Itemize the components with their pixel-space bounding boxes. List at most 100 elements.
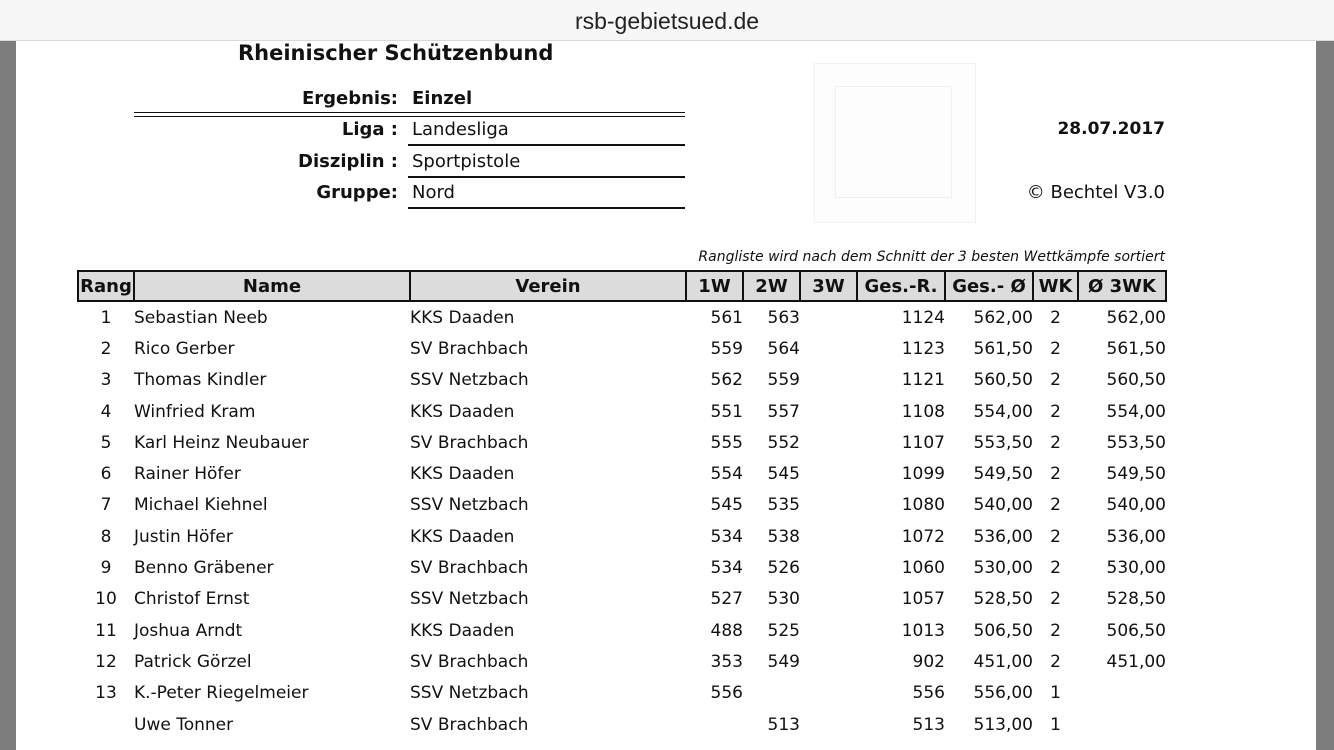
rank-cell: 10	[95, 589, 117, 610]
w2-cell: 545	[767, 464, 800, 485]
total-cell: 556	[912, 683, 945, 704]
w2-cell: 557	[767, 401, 800, 422]
browser-url-bar[interactable]: rsb-gebietsued.de	[0, 0, 1334, 41]
wk-cell: 2	[1050, 651, 1061, 672]
club-cell: SSV Netzbach	[410, 683, 529, 704]
club-cell: KKS Daaden	[410, 307, 515, 328]
gruppe-underline	[408, 207, 685, 209]
w3-cell	[800, 678, 857, 709]
rank-cell: 9	[100, 558, 112, 579]
name-cell: Benno Gräbener	[134, 558, 274, 579]
w3-cell	[800, 490, 857, 521]
col-header-ges-avg: Ges.- Ø	[944, 270, 1034, 302]
name-cell: Joshua Arndt	[134, 620, 243, 641]
rank-cell: 2	[100, 338, 112, 359]
w1-cell: 527	[710, 589, 743, 610]
name-cell: Christof Ernst	[134, 589, 250, 610]
w3-cell	[800, 521, 857, 552]
avg3-cell: 451,00	[1106, 651, 1166, 672]
avg3-cell: 528,50	[1106, 589, 1166, 610]
total-cell: 1108	[901, 401, 945, 422]
club-cell: KKS Daaden	[410, 526, 515, 547]
w1-cell: 561	[710, 307, 743, 328]
name-cell: Rainer Höfer	[134, 464, 241, 485]
w2-cell: 563	[767, 307, 800, 328]
wk-cell: 2	[1050, 432, 1061, 453]
name-cell: Winfried Kram	[134, 401, 256, 422]
name-cell: Justin Höfer	[134, 526, 233, 547]
rank-cell: 11	[95, 620, 117, 641]
avg-cell: 528,50	[973, 589, 1033, 610]
name-cell: Thomas Kindler	[134, 370, 267, 391]
col-header-2w: 2W	[742, 270, 801, 302]
rank-cell: 3	[100, 370, 112, 391]
col-header-verein: Verein	[409, 270, 687, 302]
w1-cell: 555	[710, 432, 743, 453]
w3-cell	[800, 427, 857, 458]
w3-cell	[800, 333, 857, 364]
total-cell: 1060	[901, 558, 945, 579]
col-header-rang: Rang	[77, 270, 135, 302]
logo-inner-frame	[835, 86, 952, 198]
avg-cell: 553,50	[973, 432, 1033, 453]
table-row: 6 Rainer Höfer KKS Daaden 554 545 1099 549,50 2…	[78, 458, 1166, 489]
liga-underline	[408, 144, 685, 146]
table-row: 7 Michael Kiehnel SSV Netzbach 545 535 1080 54…	[78, 490, 1166, 521]
wk-cell: 2	[1050, 370, 1061, 391]
w2-cell: 530	[767, 589, 800, 610]
avg3-cell: 549,50	[1106, 464, 1166, 485]
w3-cell	[800, 646, 857, 677]
wk-cell: 2	[1050, 526, 1061, 547]
sort-note: Rangliste wird nach dem Schnitt der 3 be…	[698, 249, 1165, 265]
rank-cell	[78, 709, 134, 740]
w3-cell	[800, 615, 857, 646]
w2-cell: 526	[767, 558, 800, 579]
table-row: 9 Benno Gräbener SV Brachbach 534 526 1060 530…	[78, 552, 1166, 583]
rank-cell: 4	[100, 401, 112, 422]
table-row: 4 Winfried Kram KKS Daaden 551 557 1108 554,00…	[78, 396, 1166, 427]
avg3-cell: 561,50	[1106, 338, 1166, 359]
w3-cell	[800, 709, 857, 740]
wk-cell: 2	[1050, 558, 1061, 579]
ergebnis-value: Einzel	[412, 88, 473, 109]
w1-cell	[686, 709, 743, 740]
rank-cell: 6	[100, 464, 112, 485]
w1-cell: 488	[710, 620, 743, 641]
w3-cell	[800, 365, 857, 396]
avg-cell: 540,00	[973, 495, 1033, 516]
wk-cell: 1	[1050, 714, 1061, 735]
club-cell: SV Brachbach	[410, 651, 529, 672]
avg3-cell	[1078, 709, 1166, 740]
w1-cell: 534	[710, 558, 743, 579]
club-cell: SV Brachbach	[410, 432, 529, 453]
col-header-ges-r: Ges.-R.	[856, 270, 946, 302]
w1-cell: 562	[710, 370, 743, 391]
club-cell: SV Brachbach	[410, 714, 529, 735]
col-header-name: Name	[133, 270, 411, 302]
total-cell: 1123	[901, 338, 945, 359]
total-cell: 513	[912, 714, 945, 735]
disziplin-value: Sportpistole	[412, 151, 521, 172]
gruppe-label: Gruppe:	[316, 182, 398, 203]
wk-cell: 2	[1050, 307, 1061, 328]
table-row: Uwe Tonner SV Brachbach 513 513 513,00 1	[78, 709, 1166, 740]
rank-cell: 13	[95, 683, 117, 704]
gruppe-value: Nord	[412, 182, 455, 203]
wk-cell: 1	[1050, 683, 1061, 704]
ranking-table: Rang Name Verein 1W 2W 3W Ges.-R. Ges.- …	[77, 270, 1167, 740]
w1-cell: 353	[710, 651, 743, 672]
avg-cell: 560,50	[973, 370, 1033, 391]
col-header-avg-3wk: Ø 3WK	[1077, 270, 1167, 302]
wk-cell: 2	[1050, 495, 1061, 516]
club-cell: SV Brachbach	[410, 338, 529, 359]
w2-cell: 513	[767, 714, 800, 735]
rank-cell: 7	[100, 495, 112, 516]
table-row: 10 Christof Ernst SSV Netzbach 527 530 1057 52…	[78, 584, 1166, 615]
wk-cell: 2	[1050, 338, 1061, 359]
w1-cell: 556	[710, 683, 743, 704]
avg-cell: 451,00	[973, 651, 1033, 672]
disziplin-label: Disziplin :	[298, 151, 398, 172]
total-cell: 1013	[901, 620, 945, 641]
rank-cell: 1	[100, 307, 112, 328]
w3-cell	[800, 301, 857, 333]
